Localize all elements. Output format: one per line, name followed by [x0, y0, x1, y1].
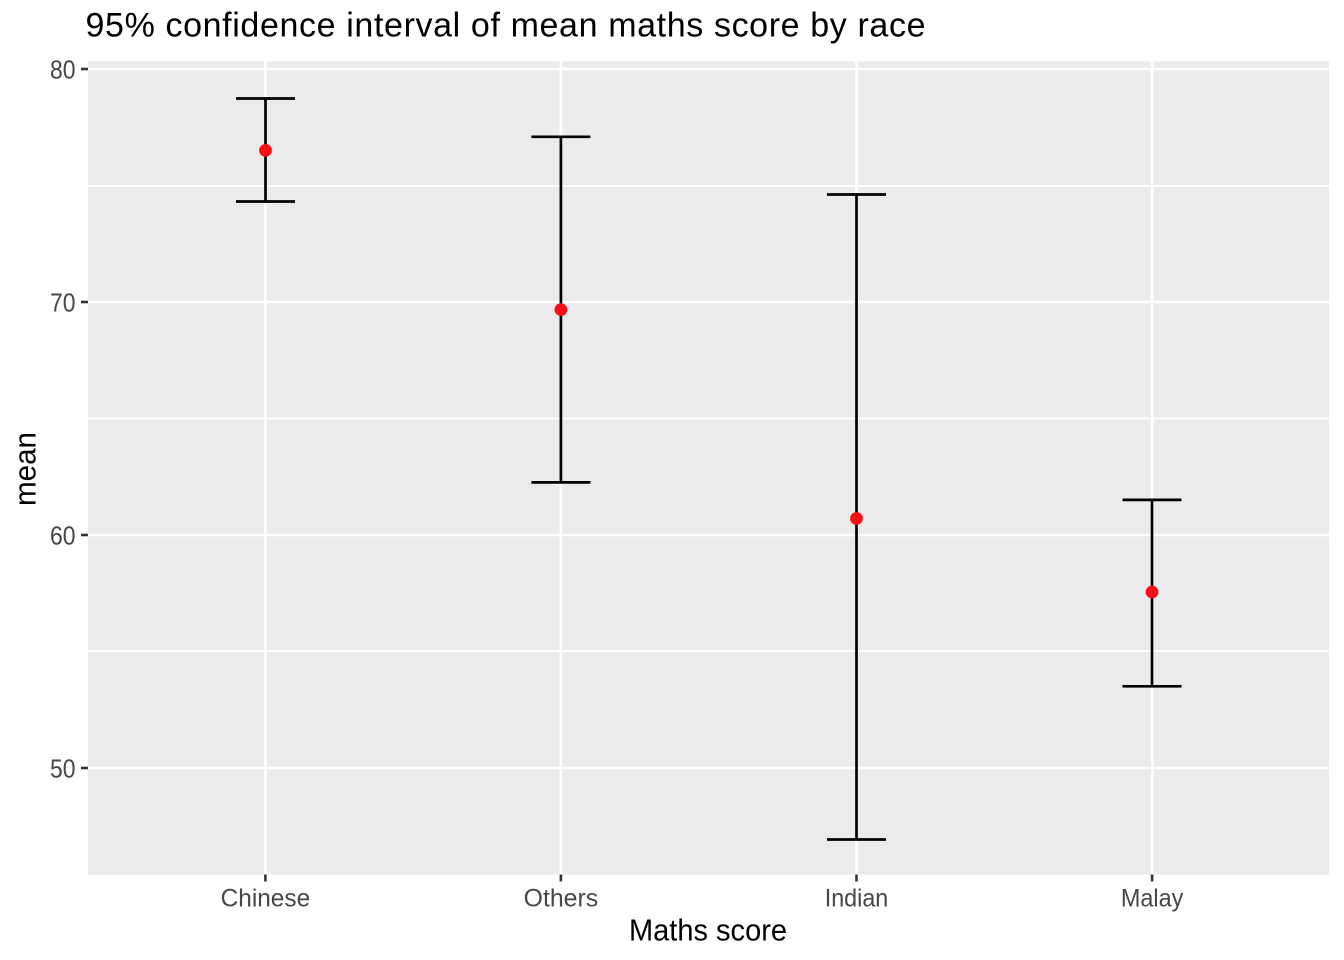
svg-text:60: 60 [50, 521, 76, 551]
svg-text:Malay: Malay [1121, 885, 1184, 913]
svg-text:Maths score: Maths score [629, 913, 787, 948]
svg-text:70: 70 [50, 288, 76, 318]
svg-text:Indian: Indian [825, 885, 889, 913]
svg-text:80: 80 [50, 55, 76, 85]
svg-text:Chinese: Chinese [221, 885, 311, 913]
svg-text:mean: mean [8, 432, 43, 506]
svg-text:50: 50 [50, 754, 76, 784]
svg-text:Others: Others [524, 885, 599, 913]
svg-text:95% confidence interval of mea: 95% confidence interval of mean maths sc… [86, 7, 926, 45]
